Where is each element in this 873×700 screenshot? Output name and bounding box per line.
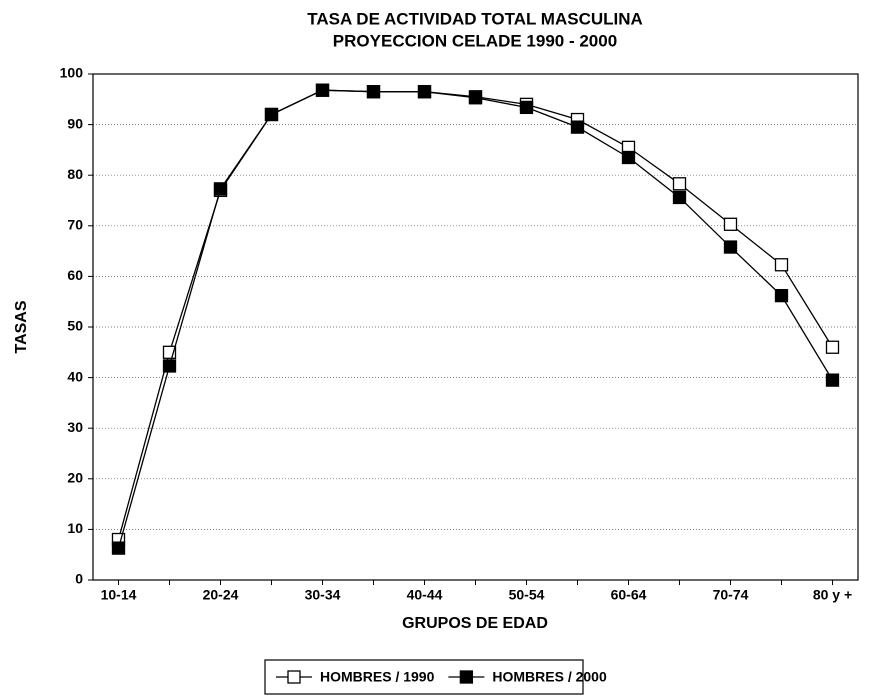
legend-box [264,659,584,695]
x-tick-label: 10-14 [101,587,137,603]
y-tick-label: 40 [67,368,83,384]
marker [621,150,636,165]
series-line [117,89,834,549]
marker [672,190,687,205]
y-tick-label: 90 [67,115,83,131]
legend-label: HOMBRES / 2000 [492,669,607,685]
marker [287,670,301,684]
x-tick-label: 20-24 [203,587,239,603]
y-tick-label: 20 [67,470,83,486]
x-tick-label: 30-34 [305,587,341,603]
x-tick-label: 70-74 [713,587,749,603]
marker [672,177,687,191]
marker [468,91,483,105]
marker [519,100,534,115]
series-line [117,89,834,540]
chart-title: TASA DE ACTIVIDAD TOTAL MASCULINA [307,9,643,28]
marker [162,359,177,373]
marker [774,288,789,303]
y-tick-label: 0 [75,571,83,587]
marker [111,541,126,555]
y-tick-label: 30 [67,419,83,435]
x-tick-label: 60-64 [611,587,647,603]
marker [774,258,789,272]
marker [825,340,840,354]
y-tick-label: 10 [67,520,83,536]
y-tick-label: 80 [67,166,83,182]
x-tick-label: 40-44 [407,587,443,603]
marker [315,83,330,97]
marker [825,373,840,387]
marker [570,120,585,134]
marker [264,107,279,122]
marker [417,85,432,99]
marker [366,85,381,99]
marker [213,182,228,196]
marker [459,670,474,684]
chart-subtitle: PROYECCION CELADE 1990 - 2000 [333,31,617,50]
y-tick-label: 60 [67,267,83,283]
x-tick-label: 50-54 [509,587,545,603]
marker [723,240,738,254]
legend-label: HOMBRES / 1990 [320,669,435,685]
y-tick-label: 50 [67,318,83,334]
y-axis-label: TASAS [13,300,30,353]
marker [723,217,738,231]
y-tick-label: 70 [67,217,83,233]
x-tick-label: 80 y + [813,587,852,603]
x-axis-label: GRUPOS DE EDAD [402,615,548,632]
y-tick-label: 100 [60,65,84,81]
